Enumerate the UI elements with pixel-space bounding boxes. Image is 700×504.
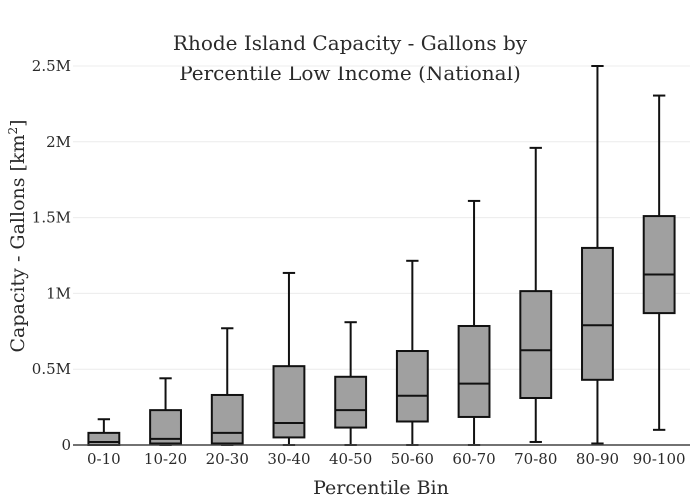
box-group [272,271,306,446]
iqr-box [334,375,368,429]
box-group [149,377,182,446]
y-tick-label: 2.5M [32,57,71,75]
x-tick-label: 70-80 [514,450,557,468]
y-axis-title-end: ] [7,119,29,126]
box-group [334,321,368,446]
iqr-box [457,324,491,418]
box-group [581,65,614,445]
y-tick-label: 1.5M [32,209,71,227]
box-group [395,259,429,446]
x-tick-label: 10-20 [144,450,187,468]
x-tick-label: 20-30 [206,450,249,468]
iqr-box [642,215,676,315]
iqr-box [149,409,182,445]
x-tick-label: 60-70 [452,450,495,468]
x-tick-label: 0-10 [87,450,121,468]
box-layer [87,65,676,447]
chart-title-line-2: Percentile Low Income (National) [179,61,521,85]
x-tick-label: 40-50 [329,450,372,468]
x-tick-labels: 0-10 10-20 20-30 30-40 40-50 50-60 60-70 70-80 8… [87,450,686,468]
iqr-box [87,431,121,447]
iqr-box [272,365,306,439]
y-tick-label: 1M [46,284,71,302]
y-axis-title: Capacity - Gallons [km2] [6,119,29,352]
x-tick-label: 90-100 [633,450,686,468]
y-tick-label: 0.5M [32,360,71,378]
iqr-box [210,393,244,445]
x-tick-label: 80-90 [576,450,619,468]
box-group [642,94,676,431]
y-tick-label: 0 [61,436,71,454]
box-group [210,327,244,446]
box-group [519,146,553,443]
x-axis-title: Percentile Bin [313,477,449,499]
x-tick-label: 30-40 [267,450,310,468]
box-group [457,199,491,446]
chart-title-line-1: Rhode Island Capacity - Gallons by [173,31,528,55]
y-axis-title-superscript: 2 [6,127,20,135]
box-group [87,418,121,447]
iqr-box [395,350,429,423]
y-axis-title-main: Capacity - Gallons [km [7,135,29,353]
y-tick-labels: 0 0.5M 1M 1.5M 2M 2.5M [32,57,71,454]
y-tick-label: 2M [46,133,71,151]
iqr-box [581,246,614,381]
iqr-box [519,290,553,400]
x-tick-label: 50-60 [391,450,434,468]
